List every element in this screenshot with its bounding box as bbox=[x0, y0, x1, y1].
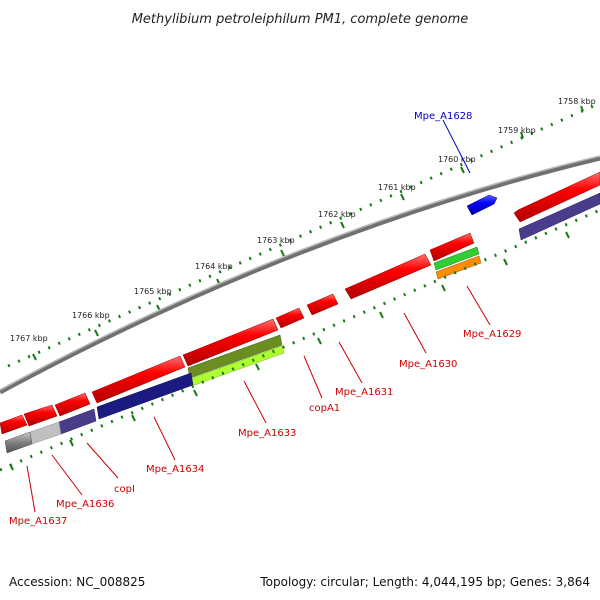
gene-arrow-Mpe_A1633[interactable] bbox=[182, 318, 279, 367]
map-title: Methylibium petroleiphilum PM1, complete… bbox=[132, 12, 469, 27]
gene-label-copI[interactable]: copI bbox=[114, 484, 135, 495]
outer-tick-track bbox=[7, 102, 599, 368]
domain-track bbox=[4, 192, 600, 454]
gene-arrows-reverse[interactable] bbox=[0, 171, 600, 435]
tick-label: 1765 kbp bbox=[134, 287, 172, 296]
gene-label-Mpe_A1634[interactable]: Mpe_A1634 bbox=[146, 464, 204, 475]
gene-arrow-Mpe_A1629[interactable] bbox=[429, 232, 475, 262]
gene-leaders bbox=[26, 285, 491, 513]
tick-label: 1763 kbp bbox=[257, 236, 295, 245]
tick-label: 1766 kbp bbox=[72, 311, 110, 320]
gene-labels: Mpe_A1629 Mpe_A1630 Mpe_A1631 copA1 Mpe_… bbox=[9, 329, 521, 527]
gene-label-Mpe_A1629[interactable]: Mpe_A1629 bbox=[463, 329, 521, 340]
domain-bar[interactable] bbox=[4, 431, 33, 454]
domain-bar[interactable] bbox=[518, 192, 600, 241]
tick-label: 1760 kbp bbox=[438, 155, 476, 164]
gene-arrow-copA1[interactable] bbox=[275, 307, 305, 329]
gene-arrow-Mpe_A1628[interactable] bbox=[466, 194, 498, 216]
gene-arrow-Mpe_A1631[interactable] bbox=[306, 293, 339, 316]
gene-arrow-copI[interactable] bbox=[54, 392, 91, 417]
tick-label: 1767 kbp bbox=[10, 334, 48, 343]
inner-tick-track bbox=[0, 208, 600, 472]
gene-arrow-Mpe_A1630[interactable] bbox=[344, 253, 432, 300]
gene-label-Mpe_A1636[interactable]: Mpe_A1636 bbox=[56, 499, 114, 510]
gene-arrow-Mpe_A1634[interactable] bbox=[91, 355, 186, 404]
domain-bar[interactable] bbox=[433, 246, 480, 271]
tick-label: 1758 kbp bbox=[558, 97, 596, 106]
tick-label: 1761 kbp bbox=[378, 183, 416, 192]
gene-arrow-Mpe_A1636[interactable] bbox=[23, 404, 58, 427]
gene-arrow[interactable] bbox=[513, 171, 600, 223]
tick-label: 1762 kbp bbox=[318, 210, 356, 219]
gene-label-Mpe_A1630[interactable]: Mpe_A1630 bbox=[399, 359, 457, 370]
gene-label-Mpe_A1633[interactable]: Mpe_A1633 bbox=[238, 428, 296, 439]
gene-arrow-Mpe_A1637[interactable] bbox=[0, 414, 28, 435]
gene-label-copA1[interactable]: copA1 bbox=[309, 403, 340, 414]
gene-leader-Mpe_A1628 bbox=[442, 119, 471, 174]
genome-backbone bbox=[0, 155, 600, 395]
gene-label-Mpe_A1631[interactable]: Mpe_A1631 bbox=[335, 387, 393, 398]
domain-bar[interactable] bbox=[29, 421, 62, 445]
tick-label: 1764 kbp bbox=[195, 262, 233, 271]
tick-labels: 1758 kbp 1759 kbp 1760 kbp 1761 kbp 1762… bbox=[10, 97, 596, 343]
tick-label: 1759 kbp bbox=[498, 126, 536, 135]
gene-label-Mpe_A1628[interactable]: Mpe_A1628 bbox=[414, 111, 472, 122]
gene-label-Mpe_A1637[interactable]: Mpe_A1637 bbox=[9, 516, 67, 527]
accession-text: Accession: NC_008825 bbox=[9, 575, 145, 589]
domain-bar[interactable] bbox=[435, 255, 482, 280]
genome-summary-text: Topology: circular; Length: 4,044,195 bp… bbox=[259, 575, 590, 589]
